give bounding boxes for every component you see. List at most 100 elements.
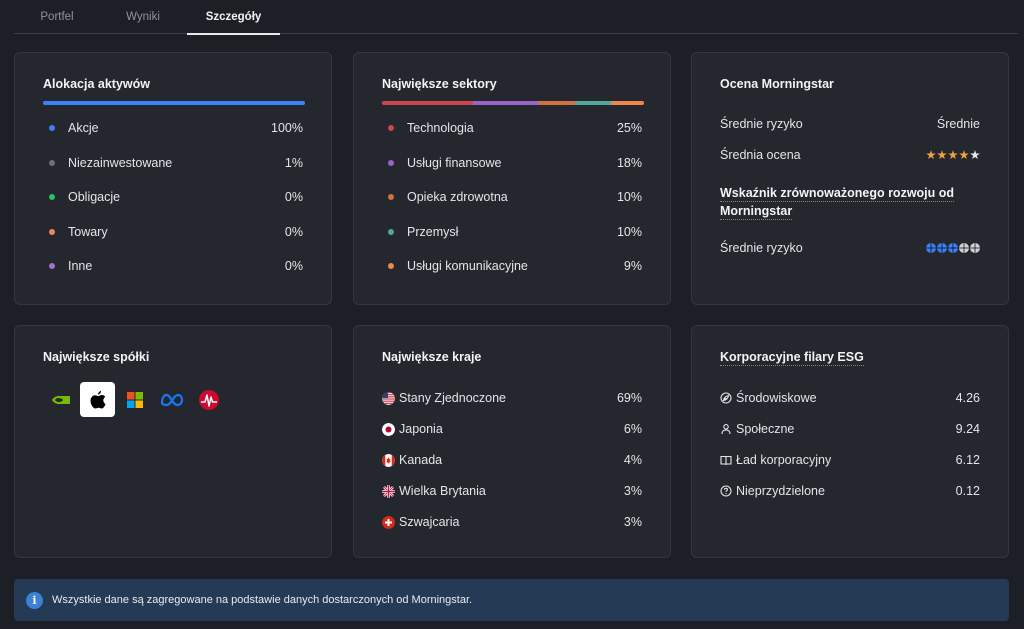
- country-label-text: Japonia: [399, 422, 443, 436]
- meta-logo[interactable]: [154, 382, 189, 417]
- allocation-label-text: Towary: [68, 224, 108, 239]
- allocation-row: Akcje 100%: [43, 119, 303, 137]
- sector-label: Usługi komunikacyjne: [382, 259, 624, 273]
- rating-stars: [926, 150, 980, 160]
- sustainability-risk-label: Średnie ryzyko: [720, 241, 803, 255]
- allocation-dot-icon: [49, 159, 55, 166]
- allocation-title: Alokacja aktywów: [43, 77, 150, 91]
- star-icon: [959, 150, 969, 160]
- country-label-text: Wielka Brytania: [399, 484, 486, 498]
- sector-dot-icon: [388, 263, 394, 269]
- rating-row: Średnia ocena: [720, 146, 980, 164]
- sectors-card: Największe sektory Technologia 25% Usługi …: [353, 52, 671, 305]
- sector-label-text: Usługi finansowe: [407, 155, 502, 170]
- risk-row: Średnie ryzyko Średnie: [720, 115, 980, 133]
- esg-label: Środowiskowe: [720, 391, 956, 405]
- globe-icon: [970, 243, 980, 253]
- globe-icon: [937, 243, 947, 253]
- esg-title-text: Korporacyjne filary ESG: [720, 350, 864, 366]
- allocation-row: Niezainwestowane 1%: [43, 154, 303, 172]
- sectors-bar: [382, 101, 644, 105]
- sector-dot-icon: [388, 125, 394, 131]
- allocation-label: Towary: [43, 225, 285, 239]
- esg-label: Ład korporacyjny: [720, 453, 956, 467]
- sector-label-text: Przemysł: [407, 224, 459, 239]
- countries-card: Największe kraje Stany Zjednoczone 69% Jap…: [353, 325, 671, 558]
- sector-bar-segment: [574, 101, 612, 105]
- country-label: Japonia: [382, 422, 624, 436]
- nvidia-logo-icon: [51, 395, 70, 404]
- country-value: 69%: [616, 391, 642, 405]
- leaf-icon: [720, 392, 732, 404]
- globe-icon: [959, 243, 969, 253]
- allocation-dot-icon: [49, 263, 55, 269]
- star-icon: [970, 150, 980, 160]
- tab-portfel[interactable]: Portfel: [40, 11, 74, 23]
- sector-label: Opieka zdrowotna: [382, 190, 617, 204]
- sector-bar-segment: [472, 101, 539, 105]
- nvidia-logo[interactable]: [43, 382, 78, 417]
- allocation-value: 1%: [284, 155, 303, 170]
- esg-value: 9.24: [955, 422, 980, 436]
- tab-szczegoly[interactable]: Szczegóły: [187, 0, 280, 35]
- info-banner-text: Wszystkie dane są zagregowane na podstaw…: [52, 594, 473, 606]
- allocation-value: 0%: [284, 190, 303, 204]
- country-label: Wielka Brytania: [382, 484, 624, 498]
- country-label: Stany Zjednoczone: [382, 391, 617, 405]
- sector-row: Przemysł 10%: [382, 223, 642, 241]
- esg-label-text: Ład korporacyjny: [736, 453, 832, 467]
- meta-logo-icon: [160, 393, 183, 406]
- allocation-label-text: Obligacje: [68, 190, 121, 204]
- info-banner: i Wszystkie dane są zagregowane na podst…: [14, 579, 1009, 621]
- canada-flag-icon: [382, 453, 395, 467]
- sustainability-title-text: Wskaźnik zrównoważonego rozwoju od Morni…: [720, 186, 955, 220]
- country-value: 3%: [623, 515, 642, 529]
- book-icon: [720, 455, 732, 466]
- tab-wyniki[interactable]: Wyniki: [126, 11, 160, 23]
- microsoft-logo[interactable]: [117, 382, 152, 417]
- sector-label-text: Technologia: [407, 121, 474, 135]
- allocation-label: Akcje: [43, 121, 271, 135]
- allocation-label: Niezainwestowane: [43, 156, 285, 170]
- company-logos: [43, 382, 226, 417]
- broadcom-logo[interactable]: [191, 382, 226, 417]
- country-row: Szwajcaria 3%: [382, 513, 642, 531]
- sustainability-title[interactable]: Wskaźnik zrównoważonego rozwoju od Morni…: [720, 184, 980, 220]
- risk-label: Średnie ryzyko: [720, 117, 803, 131]
- sector-label-text: Usługi komunikacyjne: [407, 259, 528, 273]
- allocation-dot-icon: [49, 125, 55, 131]
- esg-title[interactable]: Korporacyjne filary ESG: [720, 350, 864, 366]
- country-label-text: Stany Zjednoczone: [399, 391, 507, 405]
- sector-bar-segment: [538, 101, 575, 105]
- sector-bar-segment: [382, 101, 473, 105]
- apple-logo[interactable]: [80, 382, 115, 417]
- us-flag-icon: [382, 391, 395, 405]
- sector-value: 25%: [616, 121, 642, 135]
- japan-flag-icon: [382, 422, 395, 436]
- allocation-label: Obligacje: [43, 190, 285, 204]
- sectors-title: Największe sektory: [382, 77, 497, 91]
- broadcom-logo-icon: [198, 389, 219, 410]
- allocation-row: Towary 0%: [43, 223, 303, 241]
- esg-label-text: Nieprzydzielone: [736, 484, 825, 498]
- allocation-dot-icon: [49, 228, 55, 235]
- country-row: Japonia 6%: [382, 420, 642, 438]
- sector-value: 10%: [616, 224, 642, 239]
- allocation-bar: [43, 101, 305, 105]
- sector-label: Usługi finansowe: [382, 156, 617, 170]
- companies-title: Największe spółki: [43, 350, 150, 364]
- person-icon: [721, 424, 731, 435]
- rating-label: Średnia ocena: [720, 148, 801, 162]
- sector-label: Przemysł: [382, 225, 617, 239]
- allocation-row: Inne 0%: [43, 257, 303, 275]
- globe-icon: [948, 243, 958, 253]
- esg-label: Społeczne: [720, 422, 956, 436]
- sector-value: 10%: [616, 190, 642, 204]
- country-row: Stany Zjednoczone 69%: [382, 389, 642, 407]
- esg-row: Nieprzydzielone 0.12: [720, 482, 980, 500]
- esg-value: 4.26: [955, 391, 980, 405]
- country-value: 3%: [623, 484, 642, 498]
- sector-value: 9%: [623, 259, 642, 273]
- uk-flag-icon: [382, 484, 395, 498]
- countries-title: Największe kraje: [382, 350, 482, 364]
